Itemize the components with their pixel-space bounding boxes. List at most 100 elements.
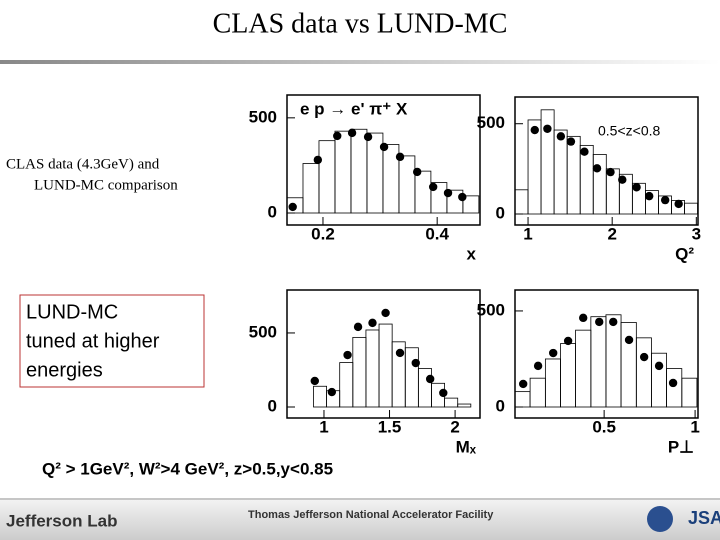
x-tick-label: 3: [692, 224, 701, 243]
x-tick-label: 0.2: [311, 224, 335, 243]
mc-bin: [592, 154, 607, 215]
title: CLAS data vs LUND-MC: [213, 8, 508, 39]
annotation: 0.5<z<0.8: [598, 123, 660, 139]
mc-bin: [666, 368, 683, 408]
y-tick-label: 0: [268, 202, 277, 221]
data-point: [609, 317, 618, 327]
x-tick-label: 1.5: [378, 417, 402, 436]
data-point: [618, 175, 627, 184]
data-point: [518, 379, 528, 389]
data-point: [412, 167, 422, 177]
box-text: tuned at higher: [26, 330, 160, 352]
x-tick-label: 2: [450, 417, 459, 436]
footer: [0, 498, 720, 540]
data-point: [379, 142, 389, 152]
data-point: [425, 374, 435, 384]
x-tick-label: 1: [319, 417, 328, 436]
mc-bin: [318, 140, 336, 214]
mc-bin: [462, 195, 480, 214]
data-point: [411, 358, 420, 368]
footer-left: Jefferson Lab: [6, 511, 117, 530]
mc-bin: [404, 347, 419, 408]
data-point: [381, 308, 390, 318]
mc-bin: [352, 336, 367, 408]
data-point: [458, 192, 467, 202]
data-point: [654, 361, 664, 371]
data-point: [632, 183, 641, 192]
footer-right: JSA: [688, 508, 720, 528]
mc-bin: [560, 343, 576, 408]
data-point: [343, 350, 352, 360]
x-tick-label: 0.5: [592, 417, 616, 436]
mc-bin: [529, 377, 546, 408]
data-point: [592, 164, 602, 173]
data-point: [639, 352, 649, 362]
mc-bin: [566, 135, 581, 215]
data-point: [313, 155, 323, 165]
mc-bin: [681, 377, 698, 408]
mc-bin: [651, 352, 667, 408]
data-point: [327, 387, 337, 397]
mc-bin: [334, 130, 352, 214]
data-point: [353, 322, 363, 332]
conditions: Q² > 1GeV², W²>4 GeV², z>0.5,y<0.85: [42, 459, 333, 478]
mc-bin: [544, 358, 561, 408]
data-point: [368, 318, 377, 328]
x-tick-label: 1: [690, 417, 699, 436]
data-point: [395, 348, 405, 358]
note: CLAS data (4.3GeV) and: [6, 156, 160, 172]
mc-bin: [378, 323, 393, 408]
mc-bin: [635, 337, 652, 408]
charts: 0 500 0.2 0.4 x e p → e' π⁺ X 0 500 1 2 3Q² 0.5<z<0…: [249, 94, 701, 456]
mc-bin: [575, 329, 592, 408]
mc-bin: [339, 362, 354, 408]
frame: [514, 96, 699, 226]
data-point: [428, 182, 438, 192]
mc-bin: [414, 170, 432, 214]
data-point: [595, 317, 604, 327]
data-point: [674, 199, 683, 209]
annotation: e p → e' π⁺ X: [300, 99, 408, 118]
mc-bin: [590, 316, 607, 408]
data-point: [310, 376, 319, 386]
frame: [514, 289, 699, 419]
y-tick-label: 500: [249, 107, 277, 126]
data-point: [333, 131, 342, 141]
x-axis-label: Q²: [675, 244, 694, 263]
mc-bin: [444, 397, 459, 408]
mc-bin: [313, 385, 327, 408]
x-axis-label: Mₓ: [456, 437, 477, 456]
data-point: [533, 361, 543, 371]
data-point: [439, 388, 448, 398]
data-point: [543, 124, 552, 133]
mc-bin: [365, 329, 380, 408]
data-point: [668, 378, 678, 388]
y-tick-label: 500: [477, 113, 505, 132]
box: [19, 294, 205, 388]
data-point: [579, 313, 588, 323]
mc-bin: [417, 368, 432, 408]
mc-bin: [684, 202, 698, 215]
data-point: [580, 147, 589, 156]
data-point: [347, 128, 357, 138]
footer-center: Thomas Jefferson National Accelerator Fa…: [248, 509, 494, 521]
data-point: [606, 167, 615, 177]
data-point: [556, 132, 566, 141]
mc-bin: [553, 129, 568, 215]
mc-bin: [350, 128, 368, 214]
frame: [286, 289, 481, 419]
data-point: [363, 132, 373, 142]
data-point: [288, 202, 297, 212]
data-point: [645, 191, 654, 201]
x-tick-label: 0.4: [425, 224, 449, 243]
mc-bin: [514, 391, 531, 408]
title-rule: [0, 60, 720, 64]
x-axis-label: x: [467, 244, 477, 263]
data-point: [660, 195, 670, 205]
data-point: [395, 152, 405, 162]
frame: [286, 94, 481, 226]
x-tick-label: 2: [607, 224, 616, 243]
mc-bin: [302, 163, 320, 214]
y-tick-label: 0: [496, 203, 505, 222]
